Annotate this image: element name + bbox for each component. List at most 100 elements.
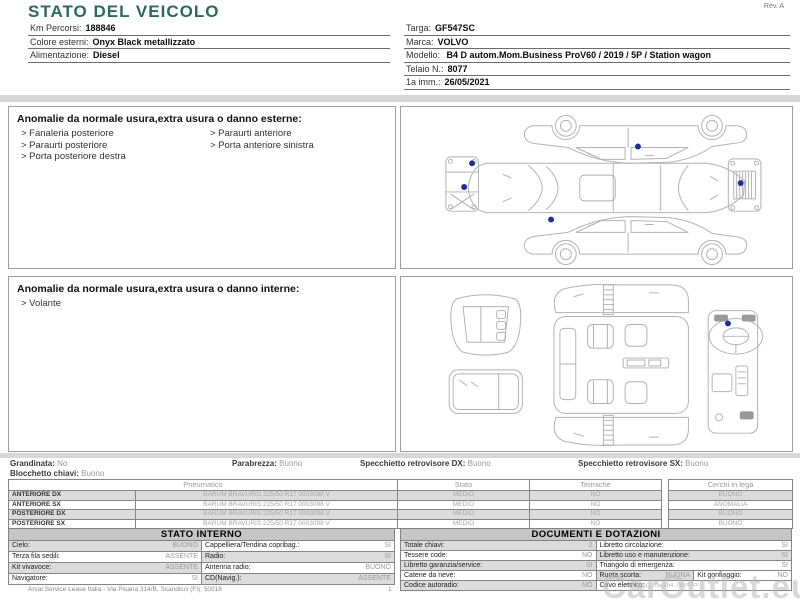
damage-marker (635, 143, 641, 150)
table-row: Kit vivavoce: ASSENTE Antenna radio: BUONO (9, 563, 395, 574)
condition-field: Specchietto retrovisore DX: Buono (360, 459, 491, 469)
damage-marker (548, 216, 555, 223)
field-value: NO (777, 572, 789, 579)
field-label: Libretto garanzia/service: (404, 562, 483, 569)
table-row: Cielo: BUONO Cappelliera/Tendina copribag… (9, 541, 395, 552)
field-label: Targa: (406, 23, 432, 33)
interior-anomalies-panel: Anomalie da normale usura,extra usura o … (8, 276, 396, 452)
field-label: Cappelliera/Tendina copribag.: (205, 542, 300, 549)
field-value: Buono (279, 459, 303, 468)
field-label: Blocchetto chiavi: (10, 469, 79, 478)
field-value: BUONA (665, 572, 691, 579)
field-label: Totale chiavi: (404, 542, 445, 549)
table-row: Navigatore: SI CD(Navig.): ASSENTE (9, 574, 395, 585)
field-label: Ruota scorta: (599, 572, 642, 579)
field-value: Diesel (93, 50, 120, 60)
interior-car-diagram (448, 283, 764, 447)
column-header: Pneumatico (9, 480, 398, 491)
field-value: NO (582, 572, 593, 579)
field-value: SI (781, 542, 788, 549)
field-label: Libretto uso e manutenzione: (599, 552, 690, 559)
panel-title: Anomalie da normale usura,extra usura o … (17, 283, 300, 295)
interior-damage-markers (724, 320, 731, 327)
field-value: NO (582, 552, 593, 559)
field-value: 8077 (447, 63, 468, 74)
field-label: Radio: (205, 553, 226, 560)
field-label: 1a imm.: (406, 77, 441, 87)
field-label: Cavo elettrico: (599, 582, 645, 589)
field-label: Marca: (406, 36, 434, 47)
field-value: GF547SC (435, 23, 476, 33)
anomaly-item: > Porta anteriore sinistra (210, 139, 314, 151)
interior-diagram-panel (400, 276, 793, 452)
tyre-table: Pneumatico Stato Termiche ANTERIORE DX B… (8, 479, 662, 529)
summary-row: Km Percorsi: 188846 (28, 22, 390, 36)
tyre-position: ANTERIORE SX (9, 500, 136, 510)
field-label: Catene da neve: (404, 572, 456, 579)
wheel-state: ANOMALIA (669, 500, 793, 510)
field-value: B4 D autom.Mom.Business ProV60 / 2019 / … (446, 50, 711, 60)
field-value: BUONO (365, 564, 391, 571)
tyre-position: ANTERIORE DX (9, 491, 136, 501)
field-value: SI (384, 542, 391, 549)
interior-state-table: STATO INTERNO Cielo: BUONO Cappelliera/Te… (8, 528, 395, 585)
footer-address: Arval Service Lease Italia - Via Pisana … (28, 586, 222, 593)
field-label: Antenna radio: (205, 564, 251, 571)
field-value: NO (582, 582, 593, 589)
field-label: Tessere code: (404, 552, 448, 559)
field-label: Specchietto retrovisore DX: (360, 459, 466, 468)
wheel-state: BUONO (669, 510, 793, 520)
field-label: Grandinata: (10, 459, 55, 468)
watermark: CarOutlet.eu (601, 568, 800, 600)
wheel-state: BUONO (669, 491, 793, 501)
anomaly-item: > Volante (21, 298, 61, 309)
damage-marker (737, 180, 744, 187)
column-header: Termiche (530, 480, 662, 491)
condition-summary: Grandinata: No Parabrezza: Buono Specchi… (8, 459, 792, 479)
exterior-anomalies-panel: Anomalie da normale usura,extra usura o … (8, 106, 396, 269)
field-value: 2 (588, 542, 593, 549)
alloy-wheels-table: Cerchi in lega BUONO ANOMALIA BUONO BUON… (668, 479, 793, 529)
field-value: Onyx Black metallizzato (92, 36, 196, 47)
anomaly-list: > Fanaleria posteriore > Paraurti poster… (9, 128, 395, 163)
page-title: STATO DEL VEICOLO (28, 2, 220, 21)
tyre-state: MEDIO (398, 500, 530, 510)
documents-equipment-table: DOCUMENTI E DOTAZIONI Totale chiavi: 2 Li… (400, 528, 792, 591)
summary-row: Marca: VOLVO (404, 36, 790, 49)
table-row: Catene da neve: NO Ruota scorta: BUONA Kit… (401, 571, 792, 581)
column-header: Stato (398, 480, 530, 491)
tyre-state: MEDIO (398, 491, 530, 501)
summary-row: 1a imm.: 26/05/2021 (404, 76, 790, 90)
table-row: Tessere code: NO Libretto uso e manutenzi… (401, 551, 792, 561)
field-label: Parabrezza: (232, 459, 277, 468)
vehicle-summary-left: Km Percorsi: 188846 Colore esterni: Onyx… (28, 22, 390, 63)
field-label: Telaio N.: (406, 63, 444, 74)
tyre-spec: BARUM BRAVURIS 225/50 R17 0003098 V (136, 510, 398, 520)
column-header: Cerchi in lega (669, 480, 793, 491)
field-label: Triangolo di emergenza: (599, 562, 675, 569)
field-label: Kit gonfiaggio: (697, 572, 742, 579)
anomaly-item: > Paraurti posteriore (21, 139, 108, 151)
page-number: 1 (388, 586, 392, 593)
table-row: Libretto garanzia/service: SI Triangolo d… (401, 561, 792, 571)
exterior-diagram-panel (400, 106, 793, 269)
field-value: Buono (685, 459, 709, 468)
field-value: 188846 (85, 23, 116, 33)
field-value: SI (781, 552, 788, 559)
tyre-spec: BARUM BRAVURIS 225/50 R17 0003098 V (136, 491, 398, 501)
condition-field: Specchietto retrovisore SX: Buono (578, 459, 708, 469)
condition-field: Parabrezza: Buono (232, 459, 302, 469)
revision-label: Rev. A (763, 3, 784, 10)
table-title: DOCUMENTI E DOTAZIONI (400, 528, 792, 541)
tyre-winter: NO (530, 500, 662, 510)
field-value: ASSENTE (358, 575, 391, 582)
field-value: Buono (467, 459, 491, 468)
summary-row: Colore esterni: Onyx Black metallizzato (28, 36, 390, 49)
damage-marker (469, 160, 476, 167)
field-label: Km Percorsi: (30, 23, 82, 33)
summary-row: Telaio N.: 8077 (404, 63, 790, 76)
field-value: VOLVO (437, 36, 469, 47)
field-label: Colore esterni: (30, 36, 89, 47)
vehicle-summary-right: Targa: GF547SC Marca: VOLVO Modello: B4 … (404, 22, 790, 90)
